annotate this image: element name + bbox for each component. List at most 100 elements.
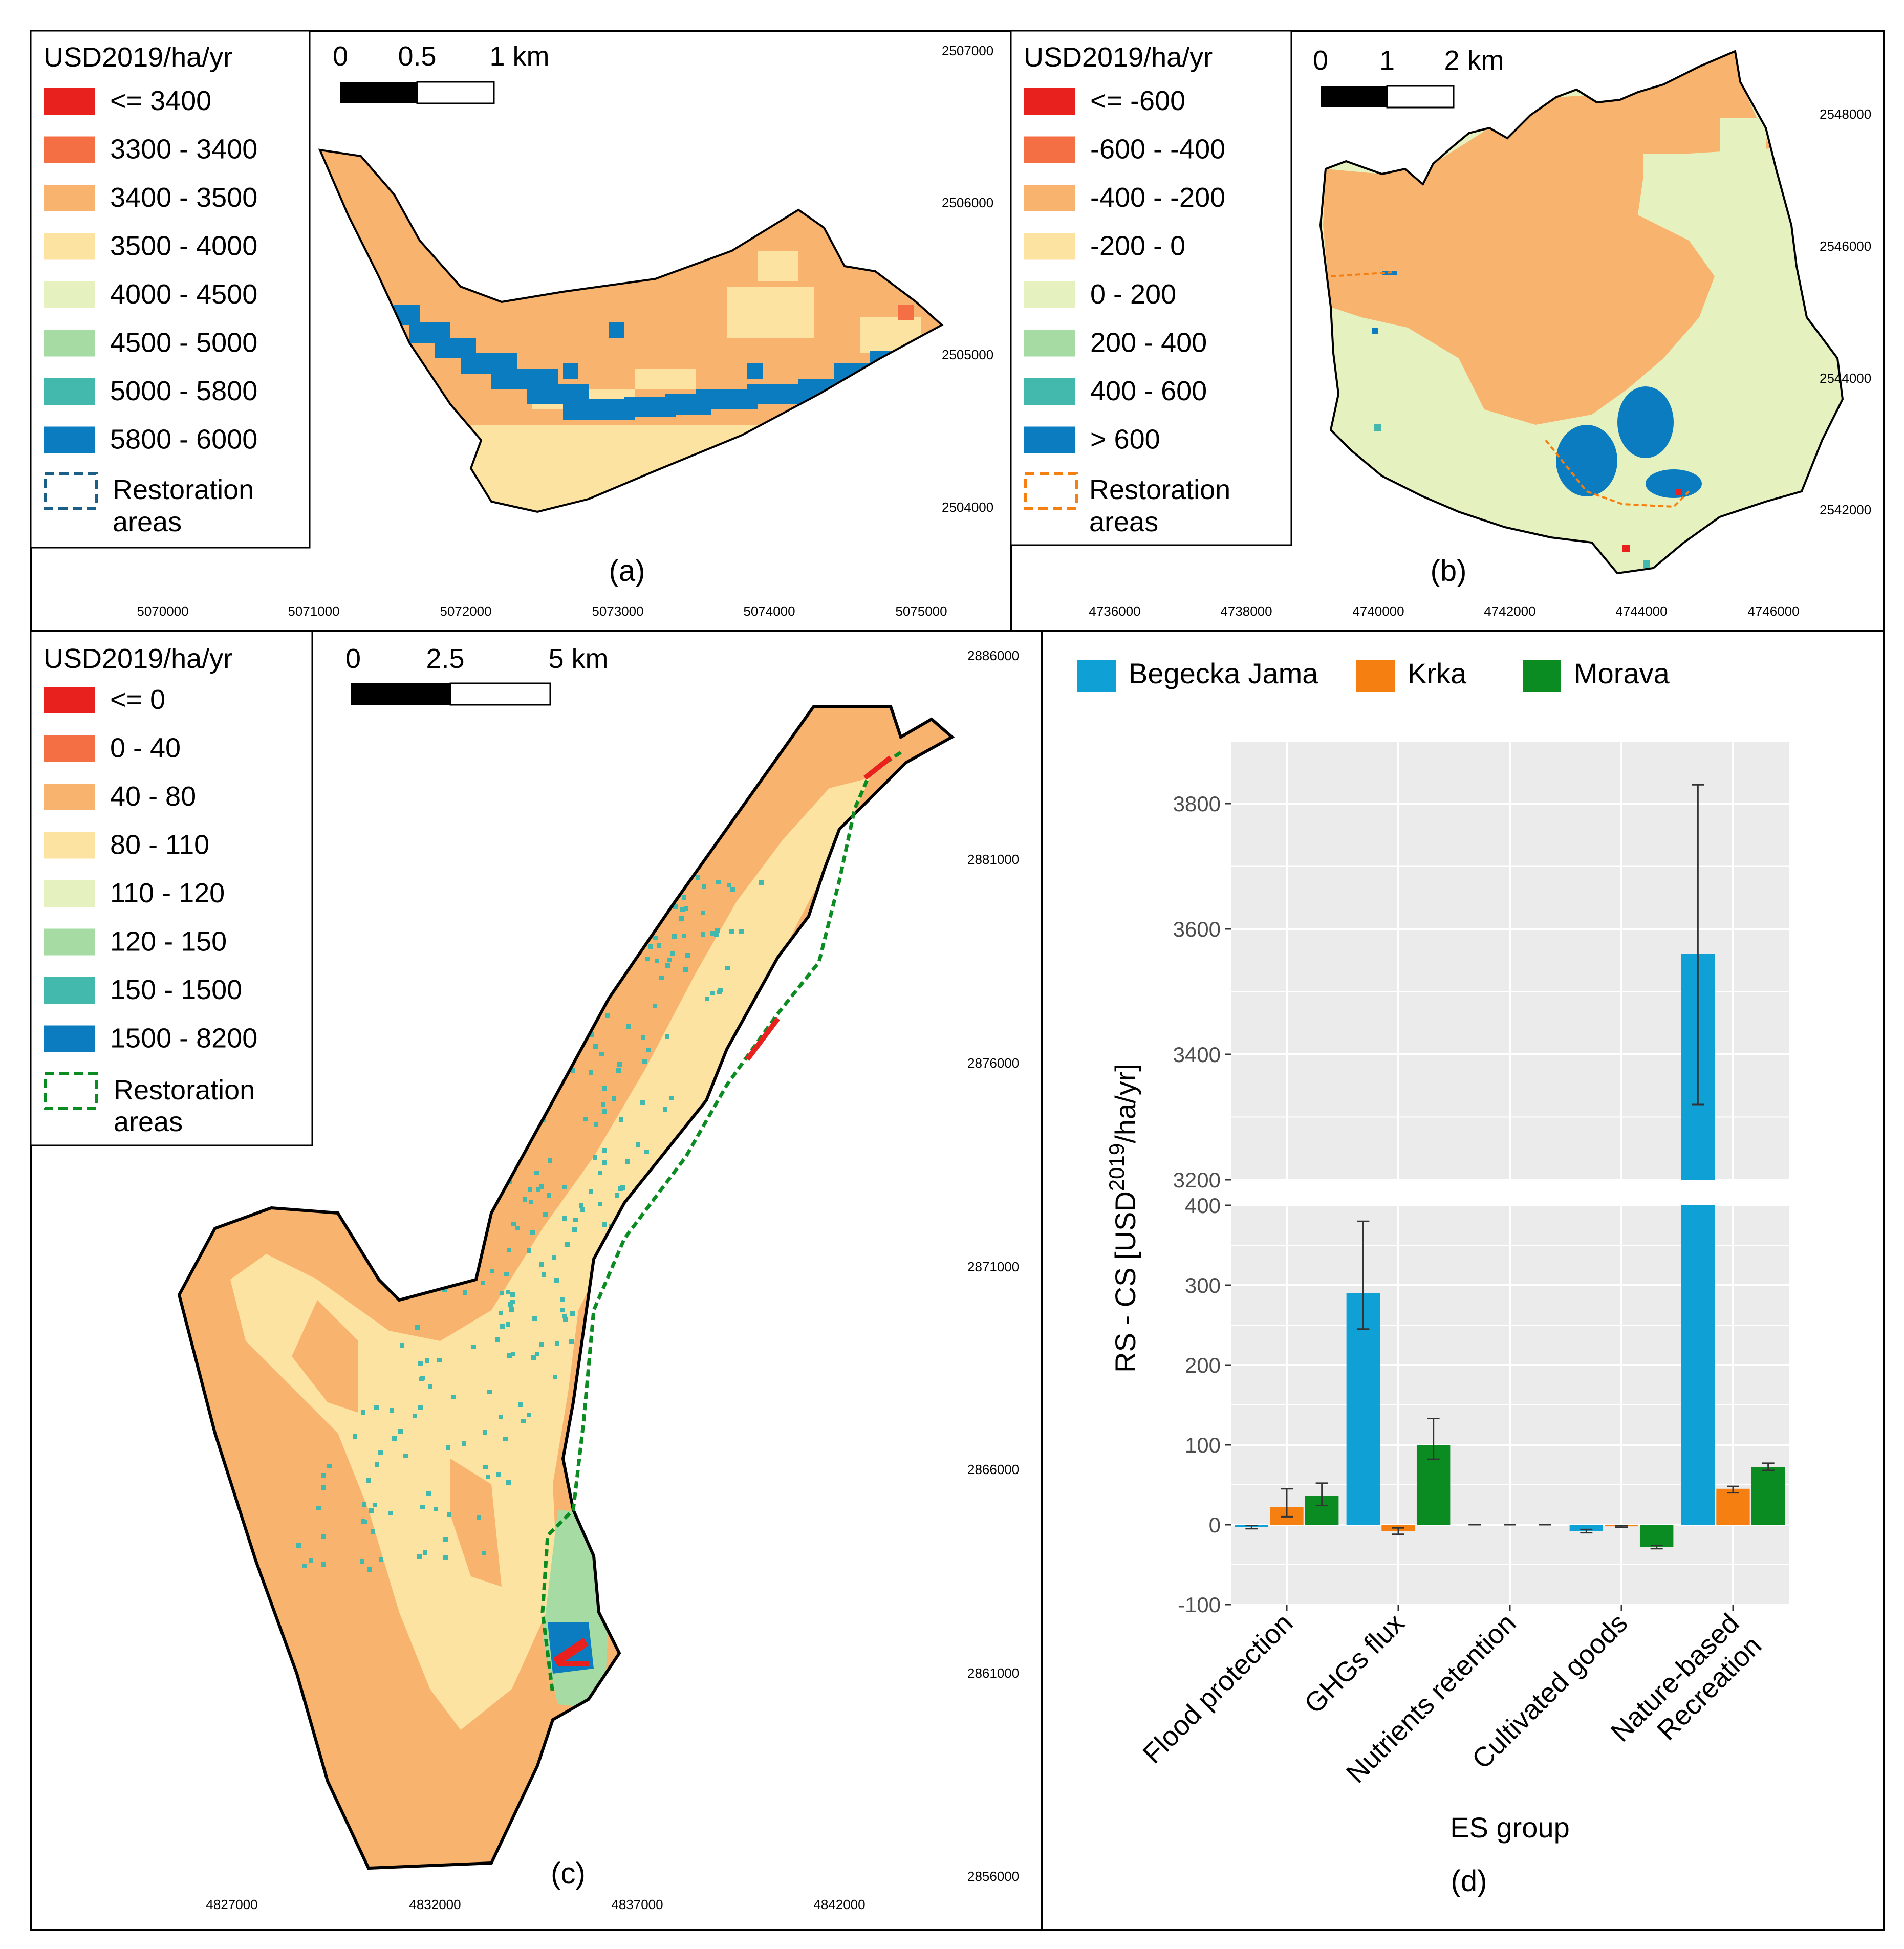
y-axis-title-main: RS - CS [USD — [1109, 1191, 1141, 1373]
panel-c-legend-label: 0 - 40 — [110, 733, 181, 764]
panel-b-legend-label: -400 - -200 — [1090, 182, 1225, 213]
lower-y-tick-label: 0 — [1209, 1513, 1221, 1537]
panel-c-y-tick: 2866000 — [967, 1462, 1019, 1477]
panel-c-teal-cell — [673, 870, 678, 875]
panel-b-x-tick: 4740000 — [1352, 603, 1404, 619]
panel-c-y-tick: 2876000 — [967, 1055, 1019, 1071]
panel-c-teal-cell — [670, 951, 675, 956]
panel-a-scale-bar: 0 0.5 1 km — [333, 41, 550, 104]
panel-c-teal-cell — [499, 1311, 503, 1315]
panel-c-teal-cell — [435, 1205, 439, 1209]
panel-c-teal-cell — [589, 1189, 593, 1194]
panel-b-legend-swatch — [1024, 88, 1075, 115]
panel-c-teal-cell — [646, 1048, 651, 1052]
y-axis-title: RS - CS [USD2019/ha/yr] — [1105, 1064, 1141, 1373]
panel-c-teal-cell — [739, 929, 744, 934]
panel-c-teal-cell — [605, 914, 610, 918]
panel-c-teal-cell — [515, 1226, 520, 1230]
panel-c-teal-cell — [605, 1013, 610, 1018]
y-axis-title-end: /ha/yr] — [1109, 1064, 1141, 1143]
panel-c-teal-cell — [511, 1043, 515, 1047]
panel-c-teal-cell — [640, 1100, 645, 1105]
panel-c-teal-cell — [563, 1317, 568, 1322]
panel-b-map: USD2019/ha/yr <= -600 -600 - -400 -400 - -… — [1010, 30, 1871, 619]
panel-a-legend-label: 4000 - 4500 — [110, 279, 257, 310]
panel-c-teal-cell — [420, 1376, 425, 1380]
panel-c-teal-cell — [685, 953, 690, 958]
bar-morava — [1639, 1525, 1674, 1547]
panel-b-legend-swatch — [1024, 330, 1075, 357]
panel-b-legend-swatch — [1024, 185, 1075, 211]
panel-c-teal-cell — [499, 1415, 503, 1419]
panel-c-teal-cell — [602, 1148, 607, 1153]
panel-c-teal-cell — [576, 873, 581, 877]
panel-c-teal-cell — [486, 1475, 490, 1479]
panel-c-teal-cell — [598, 1202, 602, 1206]
panel-c-teal-cell — [360, 1559, 364, 1564]
panel-c-teal-cell — [411, 1261, 416, 1265]
panel-c-y-tick: 2861000 — [967, 1665, 1019, 1681]
panel-a-scale-mid: 0.5 — [398, 41, 436, 72]
panel-a-legend-label: 3500 - 4000 — [110, 231, 257, 262]
panel-b-restoration-outline — [1545, 439, 1690, 508]
panel-c-legend-swatch — [44, 880, 95, 907]
panel-c-teal-cell — [539, 1262, 544, 1267]
panel-c-teal-cell — [529, 1200, 533, 1204]
panel-a-legend-label: 5000 - 5800 — [110, 376, 257, 406]
panel-b-label: (b) — [1431, 554, 1467, 588]
panel-c-teal-cell — [462, 1441, 466, 1446]
panel-c-teal-cell — [555, 1042, 559, 1047]
panel-c-teal-cell — [602, 1222, 607, 1227]
panel-c-teal-cell — [443, 1555, 448, 1560]
panel-c-y-tick: 2881000 — [967, 852, 1019, 867]
panel-c-teal-cell — [483, 1465, 488, 1469]
panel-c-teal-cell — [506, 1322, 510, 1327]
panel-c-teal-cell — [562, 1314, 567, 1318]
panel-c-teal-cell — [573, 926, 578, 931]
panel-c-teal-cell — [714, 933, 719, 937]
panel-b-restoration-outline — [1330, 271, 1393, 277]
panel-c-red-strip — [863, 755, 893, 780]
panel-c-teal-cell — [665, 1034, 669, 1039]
panel-a-x-ticks: 5070000 5071000 5072000 5073000 5074000 … — [137, 603, 947, 619]
panel-b-legend-title: USD2019/ha/yr — [1024, 42, 1213, 73]
panel-c-teal-cell — [415, 1325, 420, 1330]
panel-c-legend-swatch — [44, 977, 95, 1004]
panel-c-teal-cell — [653, 936, 658, 940]
panel-c-teal-cell — [464, 1193, 469, 1197]
panel-c-teal-cell — [587, 966, 591, 971]
panel-c-teal-cell — [602, 1086, 607, 1091]
panel-d-legend: Begecka Jama Krka Morava — [1077, 657, 1670, 692]
panel-c-teal-cell — [362, 1502, 366, 1507]
panel-c-teal-cell — [542, 1272, 546, 1277]
panel-c-teal-cell — [447, 1512, 451, 1517]
panel-c-teal-cell — [571, 980, 576, 985]
panel-c-teal-cell — [485, 1081, 489, 1086]
panel-c-teal-cell — [562, 1216, 567, 1221]
panel-c-teal-cell — [617, 1062, 622, 1067]
panel-c-teal-cell — [503, 1177, 507, 1182]
bar-begecka-jama — [1346, 1293, 1380, 1525]
panel-c-legend-swatch — [44, 1025, 95, 1052]
panel-a-x-tick: 5072000 — [440, 603, 491, 619]
panel-c-teal-cell — [503, 1437, 508, 1441]
panel-c-teal-cell — [729, 929, 734, 934]
panel-c-teal-cell — [321, 1485, 326, 1490]
panel-c-teal-cell — [593, 1044, 598, 1049]
panel-c-teal-cell — [420, 1505, 425, 1509]
panel-c-legend-label: 40 - 80 — [110, 781, 196, 812]
panel-c-teal-cell — [442, 1288, 447, 1292]
panel-b-x-ticks: 4736000 4738000 4740000 4742000 4744000 … — [1089, 603, 1799, 619]
panel-c-teal-cell — [680, 870, 685, 875]
panel-c-legend-label: <= 0 — [110, 684, 165, 715]
bar-morava — [1751, 1467, 1785, 1525]
panel-c-teal-cell — [488, 1194, 493, 1198]
panel-c-teal-cell — [645, 957, 650, 961]
panel-b-legend-label: 0 - 200 — [1090, 279, 1176, 310]
panel-c-teal-cell — [659, 976, 664, 980]
panel-c-teal-cell — [682, 934, 686, 938]
panel-c-legend-swatch — [44, 687, 95, 713]
panel-c-teal-cell — [560, 1297, 565, 1302]
panel-c-teal-cell — [373, 1503, 377, 1507]
panel-b-legend-label: -600 - -400 — [1090, 134, 1225, 165]
